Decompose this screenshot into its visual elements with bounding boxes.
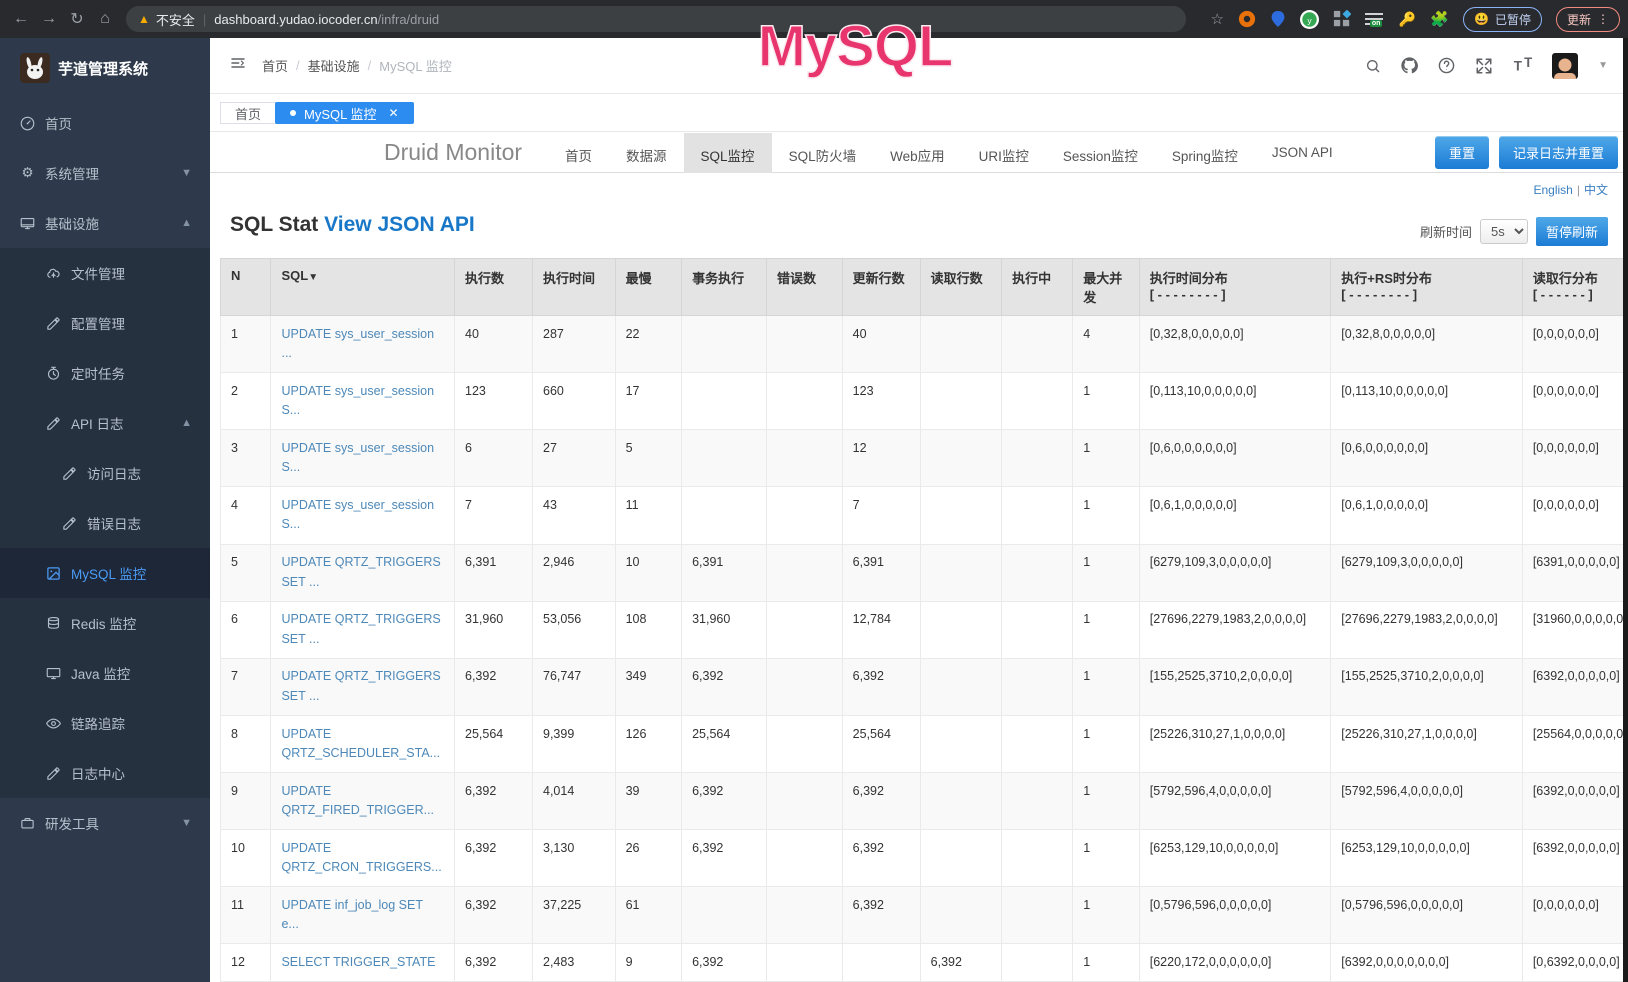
svg-text:y: y	[1307, 15, 1312, 25]
svg-text:T: T	[1524, 56, 1532, 70]
svg-text:T: T	[1514, 58, 1523, 73]
